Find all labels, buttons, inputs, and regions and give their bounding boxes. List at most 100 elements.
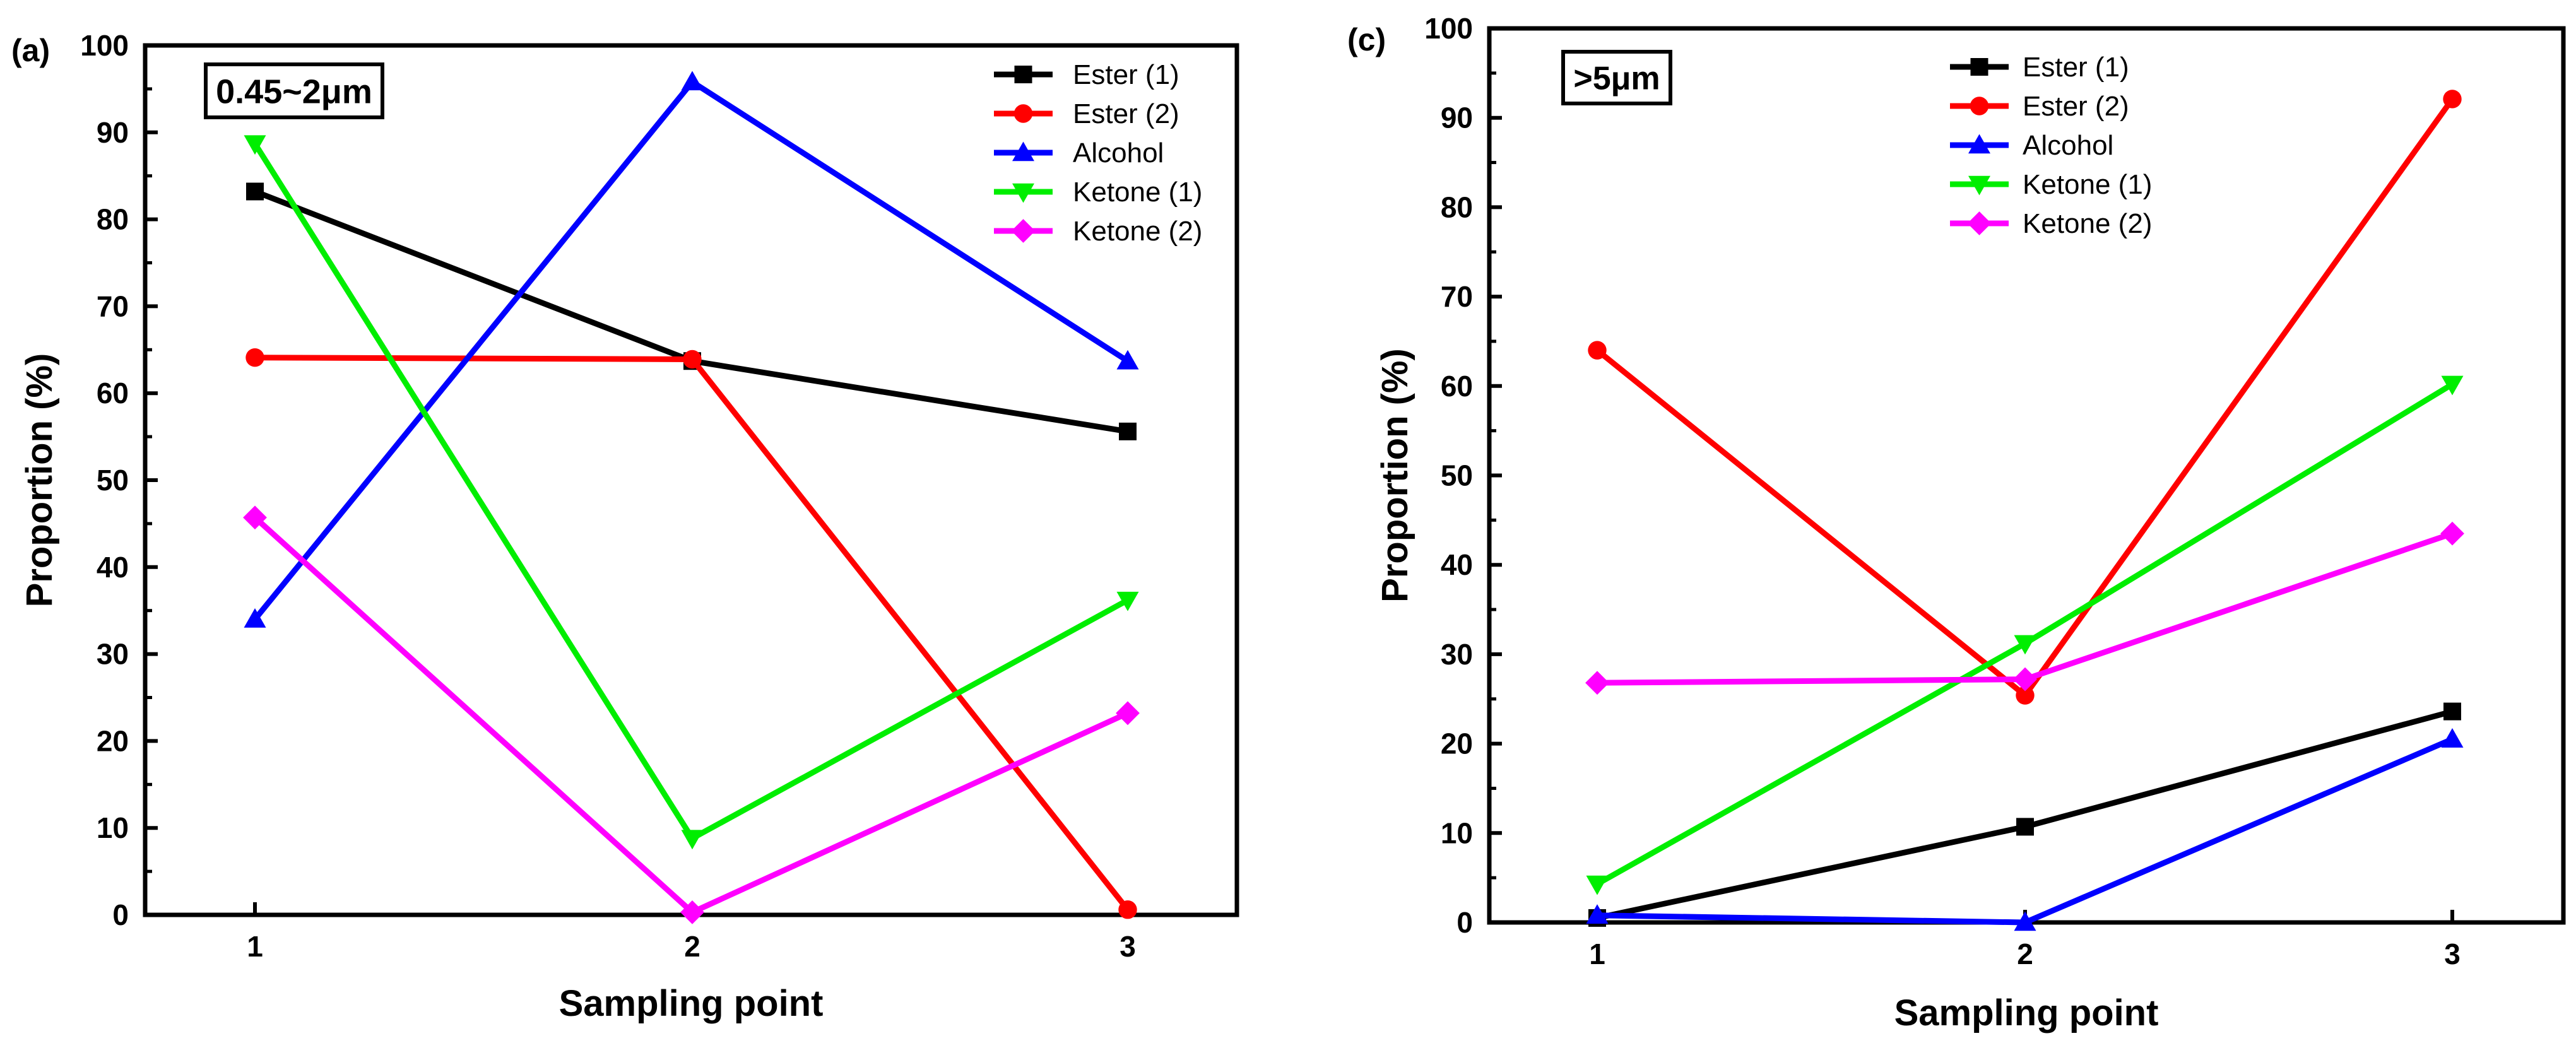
x-tick-label: 3 [1120,930,1136,963]
legend-entry: Ketone (2) [994,216,1202,247]
y-axis-title: Proportion (%) [19,353,60,608]
legend-label: Ketone (2) [2023,208,2152,239]
legend-label: Alcohol [1073,138,1164,168]
data-point [680,900,704,924]
data-point [1118,900,1137,919]
data-point [1588,341,1607,360]
data-point [683,350,702,369]
legend-marker [1011,219,1036,243]
series-Alcohol [244,71,1139,628]
y-tick-label: 60 [97,377,129,409]
series-Ketone (2) [1585,521,2464,695]
data-point [1585,671,1609,695]
y-axis-title: Proportion (%) [1374,348,1415,603]
x-axis-title: Sampling point [559,983,824,1024]
y-tick-label: 0 [1456,906,1473,939]
data-point [1116,591,1139,611]
y-tick-label: 50 [97,464,129,497]
legend-label: Ester (2) [1073,98,1179,129]
legend-entry: Ketone (2) [1950,208,2152,239]
legend-entry: Ester (2) [994,98,1179,129]
y-tick-label: 60 [1441,370,1473,403]
data-point [245,348,264,367]
legend-label: Ketone (1) [1073,177,1202,208]
x-tick-label: 1 [247,930,263,963]
series-Ester (2) [1588,90,2462,705]
y-tick-label: 40 [1441,548,1473,581]
y-tick-label: 80 [1441,191,1473,223]
legend-entry: Alcohol [994,138,1164,168]
legend-marker [1012,141,1034,162]
y-tick-label: 90 [97,116,129,149]
annotation-text: 0.45~2μm [216,73,372,110]
x-axis-title: Sampling point [1894,992,2159,1033]
data-point [2016,686,2035,705]
data-point [2443,90,2462,109]
y-tick-label: 30 [1441,638,1473,671]
legend-entry: Ester (2) [1950,91,2129,122]
legend-marker [1014,66,1032,83]
data-point [2013,667,2037,692]
y-tick-label: 10 [97,811,129,844]
x-tick-label: 2 [2017,938,2033,970]
data-point [2014,911,2036,931]
y-tick-label: 40 [97,551,129,584]
data-point [2441,728,2464,748]
y-tick-label: 90 [1441,102,1473,134]
legend-label: Alcohol [2023,130,2113,161]
y-tick-label: 10 [1441,816,1473,849]
chart-panel-2: 0 10 20 30 40 50 60 70 80 90 100 1 2 3 Sampling point P… [1347,12,2566,1033]
y-tick-label: 0 [112,898,129,931]
legend-label: Ketone (2) [1073,216,1202,247]
y-tick-label: 20 [97,724,129,757]
data-point [246,182,264,201]
series-Ketone (2) [243,505,1140,924]
legend-marker [1970,58,1988,76]
legend-entry: Ketone (1) [1950,169,2152,200]
series-Alcohol [1586,728,2464,931]
annotation-box [1561,50,1672,105]
y-tick-label: 70 [97,290,129,322]
y-tick-label: 20 [1441,727,1473,760]
y-tick-label: 50 [1441,459,1473,492]
legend-marker [1013,104,1033,123]
y-tick-label: 80 [97,203,129,236]
data-point [2441,375,2464,396]
data-point [2014,635,2036,655]
legend-marker [1967,211,1992,235]
data-point [2443,702,2461,721]
panel-label: (c) [1347,22,1386,57]
legend-label: Ester (1) [1073,59,1179,90]
legend-marker [1968,175,1990,196]
data-point [1119,422,1137,440]
legend-label: Ester (2) [2023,91,2129,122]
annotation-box [204,62,384,119]
data-point [244,135,266,155]
data-point [1586,875,1609,895]
data-point [2440,521,2464,546]
annotation-text: >5μm [1573,61,1660,97]
data-point [1116,350,1139,370]
legend-marker [1968,134,1990,154]
legend-label: Ketone (1) [2023,169,2152,200]
legend-entry: Ketone (1) [994,177,1202,208]
series-Ketone (1) [244,135,1139,850]
y-tick-label: 30 [97,638,129,671]
panel-label: (a) [11,33,50,68]
data-point [681,71,704,91]
series-Ketone (1) [1586,375,2464,895]
legend-entry: Alcohol [1950,130,2113,161]
data-point [1586,904,1609,924]
y-tick-label: 100 [80,29,129,62]
legend-entry: Ester (1) [994,59,1179,90]
data-point [681,830,704,850]
y-tick-label: 70 [1441,280,1473,313]
legend-marker [1970,97,1989,115]
x-tick-label: 2 [684,930,700,963]
data-point [2016,818,2034,836]
data-point [244,608,266,628]
data-point [1116,701,1140,726]
chart-panel-1: 0 10 20 30 40 50 60 70 80 90 100 1 2 3 Sampling point P… [11,29,1239,1024]
